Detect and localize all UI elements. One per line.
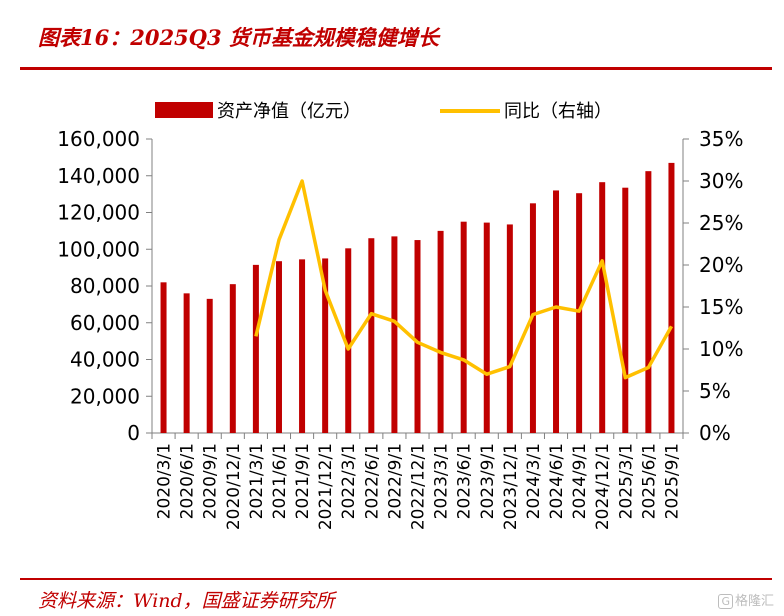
y-right-tick-label: 5% [699,379,731,403]
x-tick-label: 2022/12/1 [409,443,429,530]
x-tick-label: 2022/6/1 [362,443,382,519]
bar [414,240,421,433]
bar [160,282,167,433]
y-right-tick-label: 0% [699,421,731,445]
x-tick-label: 2021/6/1 [270,443,290,519]
bar [576,193,583,433]
bar [229,284,236,433]
tick-labels: 0 20,000 40,000 60,000 80,000 100,000 120,000 1… [57,127,743,530]
bar [668,162,675,433]
legend-swatch-bar [155,102,213,118]
x-tick-label: 2022/9/1 [385,443,405,519]
y-right-tick-label: 30% [699,169,743,193]
y-left-tick-label: 20,000 [70,384,140,408]
bar [275,261,282,433]
x-tick-label: 2024/3/1 [524,443,544,519]
axes [146,138,689,439]
bar [437,230,444,433]
bar [553,190,560,433]
bar [299,259,306,433]
x-tick-label: 2023/12/1 [501,443,521,530]
title-divider [20,67,772,70]
y-left-tick-label: 100,000 [57,237,140,261]
x-tick-label: 2024/6/1 [547,443,567,519]
watermark-logo-icon: G [718,594,733,609]
x-tick-label: 2022/3/1 [339,443,359,519]
x-tick-label: 2025/6/1 [639,443,659,519]
bar [252,264,259,433]
chart-title: 图表16：2025Q3 货币基金规模稳健增长 [38,25,439,50]
y-left-tick-label: 140,000 [57,164,140,188]
y-right-tick-label: 20% [699,253,743,277]
legend-label-line: 同比（右轴） [504,101,612,122]
bar [483,222,490,433]
y-right-tick-label: 15% [699,295,743,319]
legend-label-bar: 资产净值（亿元） [217,101,361,122]
x-tick-label: 2021/9/1 [293,443,313,519]
bar [622,187,629,433]
x-tick-label: 2024/12/1 [593,443,613,530]
bar [391,236,398,433]
bar [183,293,190,433]
watermark: G 格隆汇 [718,590,774,609]
y-left-tick-label: 40,000 [70,348,140,372]
x-tick-label: 2023/6/1 [455,443,475,519]
bar [460,221,467,433]
x-tick-label: 2020/3/1 [155,443,175,519]
watermark-text: 格隆汇 [734,594,774,609]
y-left-tick-label: 160,000 [57,127,140,151]
x-tick-label: 2023/3/1 [432,443,452,519]
bar [368,238,375,433]
y-left-tick-label: 80,000 [70,274,140,298]
bar [345,248,352,433]
x-tick-label: 2021/12/1 [316,443,336,530]
x-tick-label: 2024/9/1 [570,443,590,519]
x-tick-label: 2021/3/1 [247,443,267,519]
yoy-line [254,179,674,380]
bar [206,298,213,433]
y-left-tick-label: 60,000 [70,311,140,335]
x-tick-label: 2025/9/1 [663,443,683,519]
y-left-tick-label: 0 [127,421,140,445]
legend: 资产净值（亿元） 同比（右轴） [155,101,612,122]
bar [322,258,329,433]
bar [599,182,606,433]
y-right-tick-label: 35% [699,127,743,151]
x-tick-label: 2023/9/1 [478,443,498,519]
x-tick-label: 2020/12/1 [224,443,244,530]
source-note: 资料来源：Wind，国盛证券研究所 [38,590,335,612]
x-tick-label: 2025/3/1 [616,443,636,519]
bar [645,171,652,433]
y-right-tick-label: 10% [699,337,743,361]
y-right-tick-label: 25% [699,211,743,235]
y-left-tick-label: 120,000 [57,201,140,225]
x-tick-label: 2020/6/1 [178,443,198,519]
x-tick-label: 2020/9/1 [201,443,221,519]
bar [506,224,513,433]
source-divider [20,578,772,580]
bar-series [160,162,675,433]
line-series [254,179,674,380]
